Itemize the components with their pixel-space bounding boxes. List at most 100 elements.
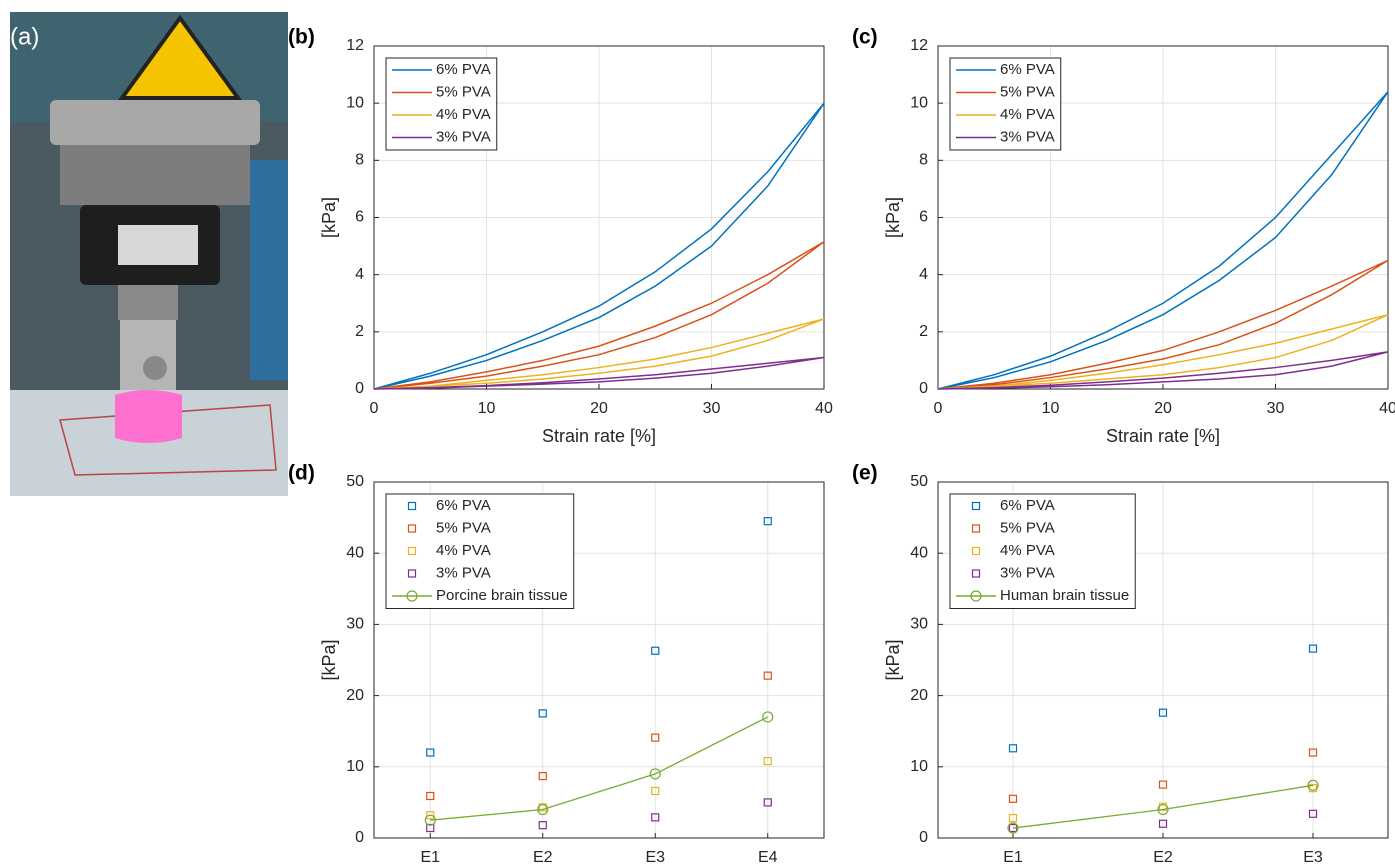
x-tick-label: E2	[1153, 849, 1173, 864]
x-tick-label: E4	[758, 849, 778, 864]
marker	[538, 771, 547, 781]
marker	[1308, 644, 1318, 653]
legend-label: 6% PVA	[436, 61, 491, 78]
line	[937, 313, 1389, 390]
y-tick-label: 10	[910, 94, 928, 111]
line	[430, 716, 769, 821]
marker	[407, 546, 417, 556]
marker	[426, 791, 435, 801]
legend-label: 3% PVA	[1000, 564, 1055, 581]
axes-box	[937, 481, 1389, 839]
legend-label: 4% PVA	[1000, 542, 1055, 559]
y-tick-label: 50	[346, 473, 364, 490]
marker	[971, 569, 981, 578]
line	[937, 91, 1389, 390]
y-tick-label: 6	[355, 209, 364, 226]
legend: 6% PVA 5% PVA 4% PVA 3% PVA Porcine brain ti…	[385, 493, 575, 609]
legend-label: 5% PVA	[436, 519, 491, 536]
x-tick-label: 10	[478, 400, 496, 417]
legend-label: 4% PVA	[1000, 106, 1055, 123]
x-axis-label: Strain rate [%]	[542, 426, 656, 446]
marker	[1158, 780, 1168, 789]
y-tick-label: 0	[919, 380, 928, 397]
marker	[970, 590, 982, 602]
legend-label: 5% PVA	[1000, 83, 1055, 100]
marker	[407, 524, 417, 533]
line	[937, 351, 1389, 390]
y-tick-label: 20	[346, 687, 364, 704]
legend-label: 5% PVA	[1000, 519, 1055, 536]
y-axis-label: [kPa]	[319, 197, 339, 238]
legend-label: Human brain tissue	[1000, 587, 1129, 604]
marker	[971, 501, 981, 511]
marker	[538, 709, 547, 718]
marker	[538, 803, 547, 812]
legend-label: 6% PVA	[1000, 61, 1055, 78]
marker	[407, 569, 417, 578]
y-tick-label: 8	[919, 152, 928, 169]
y-tick-label: 10	[346, 94, 364, 111]
marker	[1308, 748, 1318, 757]
y-axis-label: [kPa]	[883, 197, 903, 238]
y-tick-label: 20	[910, 687, 928, 704]
y-tick-label: 12	[346, 37, 364, 54]
marker	[424, 814, 436, 826]
chart: 0 10 20 30 40 50 E1 E2 E3 [kPa] (e) 6% PVA 5% PVA 4% …	[852, 462, 1389, 864]
photo: (a)	[10, 12, 288, 496]
y-tick-label: 30	[910, 616, 928, 633]
marker	[426, 823, 435, 833]
panel-label: (c)	[852, 26, 878, 49]
marker	[651, 813, 660, 822]
x-tick-label: E3	[645, 849, 665, 864]
marker	[651, 733, 660, 742]
chart: 0 2 4 6 8 10 12 0 10 20 30 40 Strain rate [%] [kPa] (c…	[852, 26, 1395, 446]
y-axis-label: [kPa]	[319, 639, 339, 680]
marker	[762, 711, 774, 723]
y-tick-label: 0	[919, 829, 928, 846]
marker	[651, 646, 660, 655]
axes-box	[937, 45, 1389, 390]
marker	[1158, 708, 1168, 717]
line	[373, 318, 825, 390]
legend-box	[385, 493, 575, 609]
y-tick-label: 12	[910, 37, 928, 54]
legend: 6% PVA 5% PVA 4% PVA 3% PVA	[949, 57, 1062, 151]
y-tick-label: 40	[346, 544, 364, 561]
panel-label: (d)	[288, 462, 315, 485]
legend-label: 5% PVA	[436, 83, 491, 100]
y-tick-label: 6	[919, 209, 928, 226]
y-tick-label: 30	[346, 616, 364, 633]
legend-box	[385, 57, 498, 151]
y-tick-label: 4	[355, 266, 364, 283]
line	[937, 259, 1389, 390]
marker	[1308, 809, 1318, 818]
x-tick-label: 20	[1154, 400, 1172, 417]
marker	[763, 671, 772, 680]
x-tick-label: 30	[703, 400, 721, 417]
panel-label: (e)	[852, 462, 878, 485]
legend: 6% PVA 5% PVA 4% PVA 3% PVA Human brain tiss…	[949, 493, 1136, 609]
x-axis-label: Strain rate [%]	[1106, 426, 1220, 446]
x-tick-label: 0	[370, 400, 379, 417]
marker	[1158, 819, 1168, 828]
x-tick-label: E1	[1003, 849, 1023, 864]
marker	[406, 590, 418, 602]
marker	[649, 768, 661, 780]
x-tick-label: E2	[533, 849, 553, 864]
legend-label: 6% PVA	[436, 497, 491, 514]
marker	[426, 811, 435, 820]
panel-label: (a)	[10, 23, 39, 50]
marker	[538, 821, 547, 830]
marker	[763, 517, 772, 526]
marker	[971, 546, 981, 556]
axes-box	[373, 45, 825, 390]
x-tick-label: 30	[1267, 400, 1285, 417]
y-tick-label: 2	[919, 323, 928, 340]
y-tick-label: 0	[355, 829, 364, 846]
chart: 0 2 4 6 8 10 12 0 10 20 30 40 Strain rate [%] [kPa] (b…	[288, 26, 833, 446]
y-tick-label: 50	[910, 473, 928, 490]
legend: 6% PVA 5% PVA 4% PVA 3% PVA	[385, 57, 498, 151]
x-tick-label: E1	[420, 849, 440, 864]
y-tick-label: 2	[355, 323, 364, 340]
